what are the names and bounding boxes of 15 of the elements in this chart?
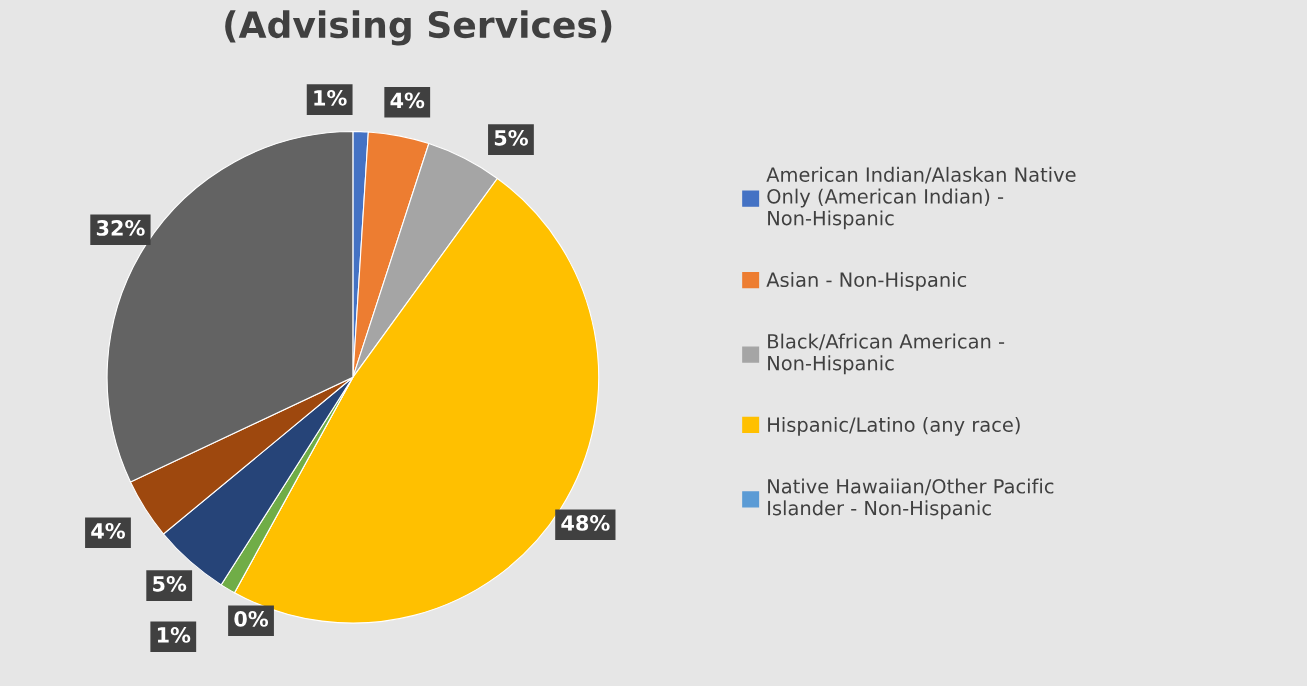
legend-label: Black/African American - Non-Hispanic xyxy=(768,333,1005,375)
chart-title: (Advising Services) xyxy=(225,10,612,46)
data-label: 5% xyxy=(153,575,187,592)
legend-label: Asian - Non-Hispanic xyxy=(766,271,967,291)
data-label: 1% xyxy=(314,89,347,106)
text: 0% xyxy=(234,611,269,627)
legend-label: Hispanic/Latino (any race) xyxy=(768,416,1020,436)
legend-label: American Indian/Alaskan Native Only (American Indian) - Non-Hispanic xyxy=(766,166,1076,230)
data-label: 32% xyxy=(96,220,145,236)
data-label: 5% xyxy=(494,129,528,146)
legend-label: Native Hawaiian/Other Pacific Islander - Non-Hispanic xyxy=(768,478,1054,520)
data-label: 4% xyxy=(91,523,125,539)
data-label: 48% xyxy=(561,515,610,531)
data-label: 4% xyxy=(390,92,425,109)
data-label: 1% xyxy=(157,627,191,643)
